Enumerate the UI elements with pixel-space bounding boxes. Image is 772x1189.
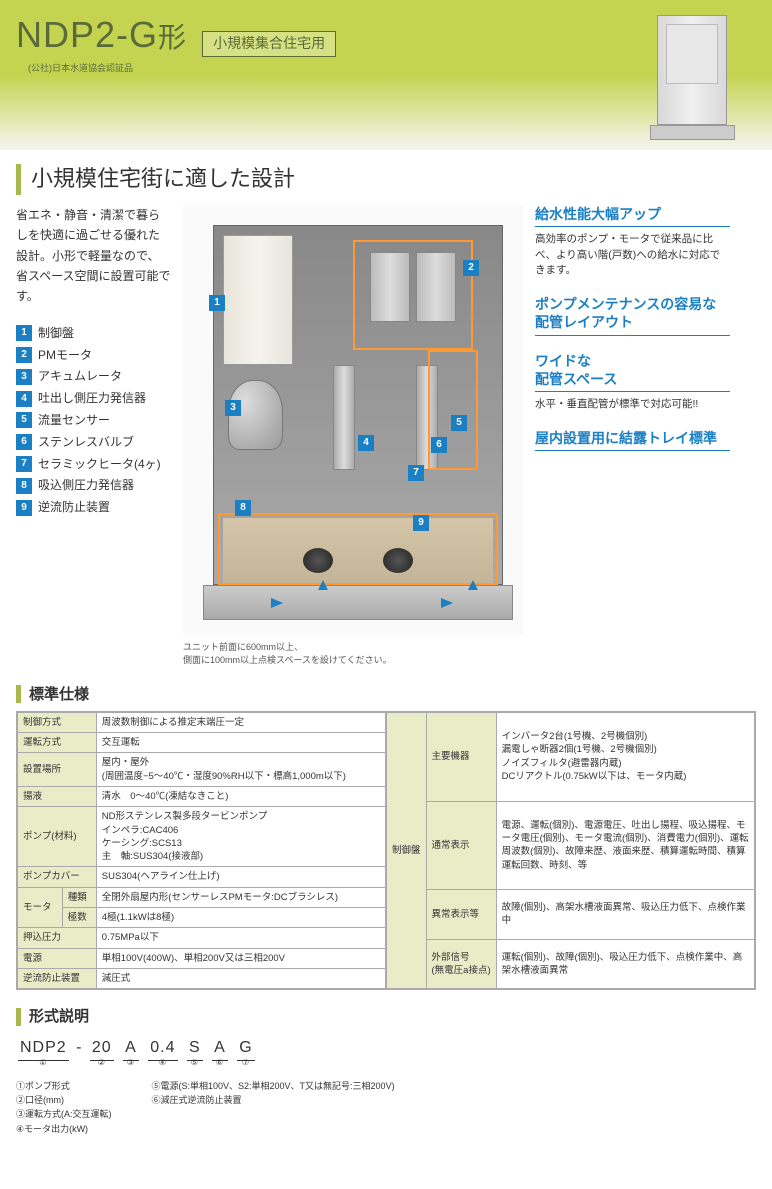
feature-block: ワイドな配管スペース水平・垂直配管が標準で対応可能!! — [535, 352, 730, 413]
marker-1: 1 — [209, 295, 225, 311]
exp-col-left: ①ポンプ形式②口径(mm)③運転方式(A:交互運転)④モータ出力(kW) — [16, 1079, 112, 1137]
feature-title: ポンプメンテナンスの容易な配管レイアウト — [535, 295, 730, 335]
feature-title: 屋内設置用に結露トレイ標準 — [535, 429, 730, 451]
legend-item: 6ステンレスバルブ — [16, 434, 171, 451]
marker-9: 9 — [413, 515, 429, 531]
marker-2: 2 — [463, 260, 479, 276]
legend-list: 1制御盤 2PMモータ 3アキュムレータ 4吐出し側圧力発信器 5流量センサー 6ステンレ… — [16, 325, 171, 516]
legend-item: 9逆流防止装置 — [16, 499, 171, 516]
legend-item: 2PMモータ — [16, 347, 171, 364]
marker-7: 7 — [408, 465, 424, 481]
code-seg: 20② — [90, 1037, 114, 1060]
legend-item: 4吐出し側圧力発信器 — [16, 390, 171, 407]
exp-col-right: ⑤電源(S:単相100V、S2:単相200V、T又は無記号:三相200V)⑥減圧… — [152, 1079, 395, 1137]
spec-tables: 制御方式周波数制御による推定末端圧一定運転方式交互運転設置場所屋内・屋外(周囲温… — [16, 711, 756, 990]
legend-item: 5流量センサー — [16, 412, 171, 429]
tray-highlight — [218, 513, 498, 585]
diagram-caption: ユニット前面に600mm以上、側面に100mm以上点検スペースを設けてください。 — [183, 641, 523, 668]
model-explanation: NDP2① - 20② A③ 0.4④ S⑤ A⑥ G⑦ ①ポンプ形式②口径(m… — [16, 1037, 756, 1136]
code-seg: S⑤ — [187, 1037, 203, 1060]
seg-prefix: NDP2① — [18, 1037, 69, 1060]
feature-title: 給水性能大幅アップ — [535, 205, 730, 227]
spec-table-left: 制御方式周波数制御による推定末端圧一定運転方式交互運転設置場所屋内・屋外(周囲温… — [17, 712, 386, 989]
tagline: 小規模集合住宅用 — [213, 35, 325, 51]
intro-text: 省エネ・静音・清潔で暮らしを快適に過ごせる優れた設計。小形で軽量なので、省スペー… — [16, 205, 171, 307]
subtitle: 小規模住宅街に適した設計 — [31, 164, 756, 195]
legend-item: 7セラミックヒータ(4ヶ) — [16, 456, 171, 473]
legend-item: 1制御盤 — [16, 325, 171, 342]
spec-table-right: 制御盤主要機器インバータ2台(1号機、2号機個別)漏電しゃ断器2個(1号機、2号… — [386, 712, 755, 989]
feature-title: ワイドな配管スペース — [535, 352, 730, 392]
feature-block: 給水性能大幅アップ高効率のポンプ・モータで従来品に比べ、より高い階(戸数)への給… — [535, 205, 730, 279]
code-seg: A③ — [123, 1037, 139, 1060]
code-seg: 0.4④ — [148, 1037, 177, 1060]
subtitle-bar: 小規模住宅街に適した設計 — [16, 164, 756, 195]
marker-8: 8 — [235, 500, 251, 516]
model-code: NDP2① - 20② A③ 0.4④ S⑤ A⑥ G⑦ — [16, 1037, 756, 1060]
code-seg: A⑥ — [212, 1037, 228, 1060]
feature-block: ポンプメンテナンスの容易な配管レイアウト — [535, 295, 730, 335]
feature-block: 屋内設置用に結露トレイ標準 — [535, 429, 730, 451]
tagline-box: 小規模集合住宅用 — [202, 31, 336, 57]
product-diagram: 1 2 3 4 567 8 9 — [183, 205, 523, 635]
motor-highlight — [353, 240, 473, 350]
feature-desc: 水平・垂直配管が標準で対応可能!! — [535, 397, 730, 413]
legend-item: 8吸込側圧力発信器 — [16, 477, 171, 494]
marker-6: 6 — [431, 437, 447, 453]
header-banner: NDP2-G形 小規模集合住宅用 (公社)日本水道協会認証品 — [0, 0, 772, 150]
feature-desc: 高効率のポンプ・モータで従来品に比べ、より高い階(戸数)への給水に対応できます。 — [535, 232, 730, 279]
control-panel — [223, 235, 293, 365]
cabinet-photo — [642, 15, 742, 145]
model-name: NDP2-G形 — [16, 14, 187, 55]
features-column: 給水性能大幅アップ高効率のポンプ・モータで従来品に比べ、より高い階(戸数)への給… — [535, 205, 730, 668]
marker-5: 5 — [451, 415, 467, 431]
marker-3: 3 — [225, 400, 241, 416]
marker-4: 4 — [358, 435, 374, 451]
model-exp-heading: 形式説明 — [16, 1006, 756, 1027]
spec-heading: 標準仕様 — [16, 684, 756, 705]
legend-item: 3アキュムレータ — [16, 368, 171, 385]
code-seg: G⑦ — [237, 1037, 254, 1060]
